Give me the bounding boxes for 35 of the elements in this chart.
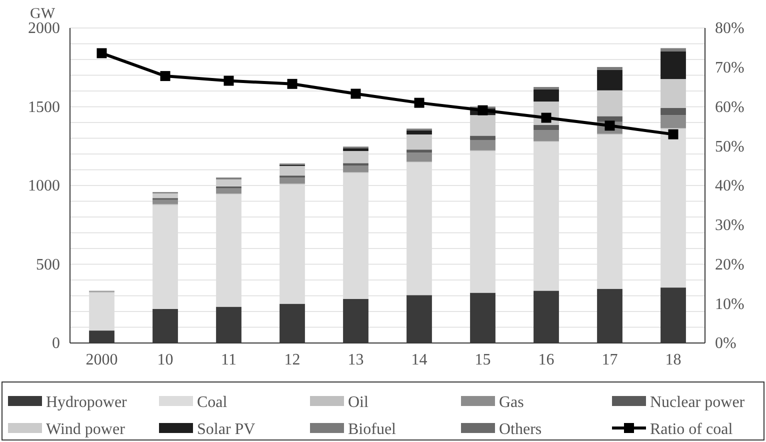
y-tick-label: 2000 [28, 20, 60, 38]
legend-label: Gas [499, 394, 524, 411]
y2-tick-label: 70% [715, 59, 744, 76]
legend-label: Biofuel [348, 421, 397, 438]
y2-tick-label: 20% [715, 256, 744, 274]
x-tick-label: 15 [474, 351, 491, 368]
y2-tick-label: 10% [715, 296, 744, 313]
x-tick-label: 18 [665, 351, 682, 368]
x-tick-label: 2000 [86, 351, 118, 368]
x-tick-label: 12 [284, 351, 300, 368]
x-tick-label: 16 [538, 351, 554, 368]
x-tick-label: 17 [602, 351, 618, 368]
legend-label: Ratio of coal [650, 421, 734, 438]
legend-label: Coal [197, 394, 228, 411]
y-tick-label: 1500 [28, 98, 60, 116]
legend-label: Others [499, 421, 542, 438]
y-tick-label: 500 [36, 256, 60, 274]
x-tick-label: 11 [221, 351, 236, 368]
y2-tick-label: 0% [715, 335, 736, 352]
y-tick-label: 0 [52, 335, 60, 352]
y2-tick-label: 30% [715, 216, 744, 234]
y-tick-label: 1000 [28, 178, 60, 195]
legend-label: Nuclear power [650, 394, 746, 411]
y2-tick-label: 60% [715, 98, 744, 116]
x-tick-label: 10 [157, 351, 174, 368]
legend-label: Solar PV [197, 421, 256, 438]
legend-label: Oil [348, 394, 369, 411]
y2-tick-label: 80% [715, 20, 744, 38]
legend-label: Hydropower [46, 394, 128, 411]
legend-label: Wind power [46, 421, 126, 438]
y-axis-title: GW [30, 6, 56, 22]
y2-tick-label: 50% [715, 138, 744, 156]
x-tick-label: 13 [348, 351, 364, 368]
x-tick-label: 14 [411, 351, 428, 368]
y2-tick-label: 40% [715, 178, 744, 195]
